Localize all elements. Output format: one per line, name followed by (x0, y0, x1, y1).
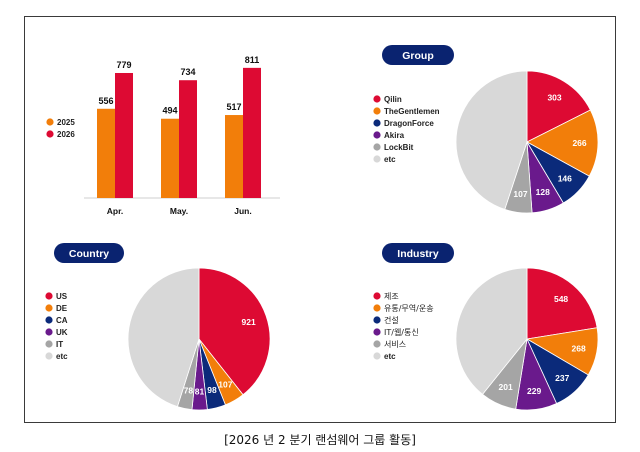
legend-marker (45, 340, 53, 348)
pie-slice-label: 229 (527, 386, 541, 396)
legend-label: 제조 (384, 292, 399, 301)
bar-value-label: 779 (116, 60, 131, 70)
legend-label: 2026 (57, 130, 75, 139)
pie-slice-label: 81 (195, 387, 205, 397)
chart-title: Industry (397, 248, 439, 260)
title-pill (382, 243, 454, 263)
title-pill (54, 243, 124, 263)
pie-slice-0 (526, 70, 591, 143)
legend-label: LockBit (384, 143, 414, 152)
x-tick-label: Apr. (107, 206, 124, 216)
legend-marker (373, 131, 381, 139)
pie-slice-label: 128 (536, 187, 550, 197)
bar-value-label: 556 (98, 96, 113, 106)
legend-label: etc (384, 352, 396, 361)
bar-2025-may (161, 118, 179, 198)
pie-slice-label: 921 (242, 317, 256, 327)
legend-label: US (56, 292, 68, 301)
bar-2026-jun (243, 67, 261, 198)
pie-slice-label: 303 (547, 92, 561, 102)
legend-marker (373, 340, 381, 348)
legend-label: Akira (384, 131, 405, 140)
legend-marker (373, 119, 381, 127)
legend-marker (45, 352, 53, 360)
legend-marker (373, 143, 381, 151)
bar-value-label: 811 (245, 55, 260, 65)
legend-marker (45, 304, 53, 312)
chart-title: Group (402, 50, 434, 62)
x-tick-label: May. (170, 206, 188, 216)
legend-label: Qilin (384, 95, 402, 104)
pie-slice-label: 201 (499, 382, 513, 392)
pie-slice-label: 237 (555, 373, 569, 383)
pie-slice-5 (455, 267, 528, 395)
pie-slice-5 (455, 70, 528, 210)
legend-label: UK (56, 328, 68, 337)
bar-2025-jun (225, 115, 243, 198)
legend-label: IT (56, 340, 63, 349)
pie-slice-label: 548 (554, 294, 568, 304)
legend-marker (373, 292, 381, 300)
legend-marker (45, 328, 53, 336)
pie-slice-label: 107 (513, 189, 527, 199)
bar-2026-apr (115, 72, 133, 198)
legend-marker (45, 292, 53, 300)
legend-marker-2026 (46, 130, 54, 138)
pie-slice-label: 266 (572, 138, 586, 148)
legend-marker (373, 304, 381, 312)
pie-slice-label: 268 (572, 344, 586, 354)
legend-label: DE (56, 304, 68, 313)
legend-marker (373, 316, 381, 324)
legend-label: etc (56, 352, 68, 361)
pie-slice-label: 78 (184, 385, 194, 395)
legend-label: 2025 (57, 118, 75, 127)
legend-label: etc (384, 155, 396, 164)
pie-slice-1 (526, 109, 599, 177)
bar-value-label: 734 (180, 67, 195, 77)
x-tick-label: Jun. (234, 206, 251, 216)
bar-value-label: 494 (162, 106, 177, 116)
bar-2026-may (179, 80, 197, 198)
legend-label: 건설 (384, 315, 399, 325)
legend-label: 서비스 (384, 340, 406, 349)
bar-2025-apr (97, 108, 115, 198)
legend-label: DragonForce (384, 119, 434, 128)
legend-marker (45, 316, 53, 324)
legend-marker (373, 107, 381, 115)
legend-label: IT/웹/통신 (384, 328, 419, 337)
legend-label: TheGentlemen (384, 107, 440, 116)
legend-marker (373, 95, 381, 103)
chart-title: Country (69, 248, 109, 260)
legend-marker (373, 352, 381, 360)
pie-slice-0 (198, 267, 271, 396)
legend-label: 유통/무역/운송 (384, 303, 434, 313)
figure-caption: [2026 년 2 분기 랜섬웨어 그룹 활동] (224, 433, 416, 447)
legend-label: CA (56, 316, 68, 325)
pie-slice-label: 107 (218, 379, 232, 389)
legend-marker (373, 328, 381, 336)
pie-slice-label: 98 (207, 385, 217, 395)
pie-slice-5 (127, 267, 200, 408)
bar-value-label: 517 (226, 102, 241, 112)
title-pill (382, 45, 454, 65)
pie-slice-0 (526, 267, 598, 340)
legend-marker (373, 155, 381, 163)
legend-marker-2025 (46, 118, 54, 126)
pie-slice-label: 146 (558, 173, 572, 183)
